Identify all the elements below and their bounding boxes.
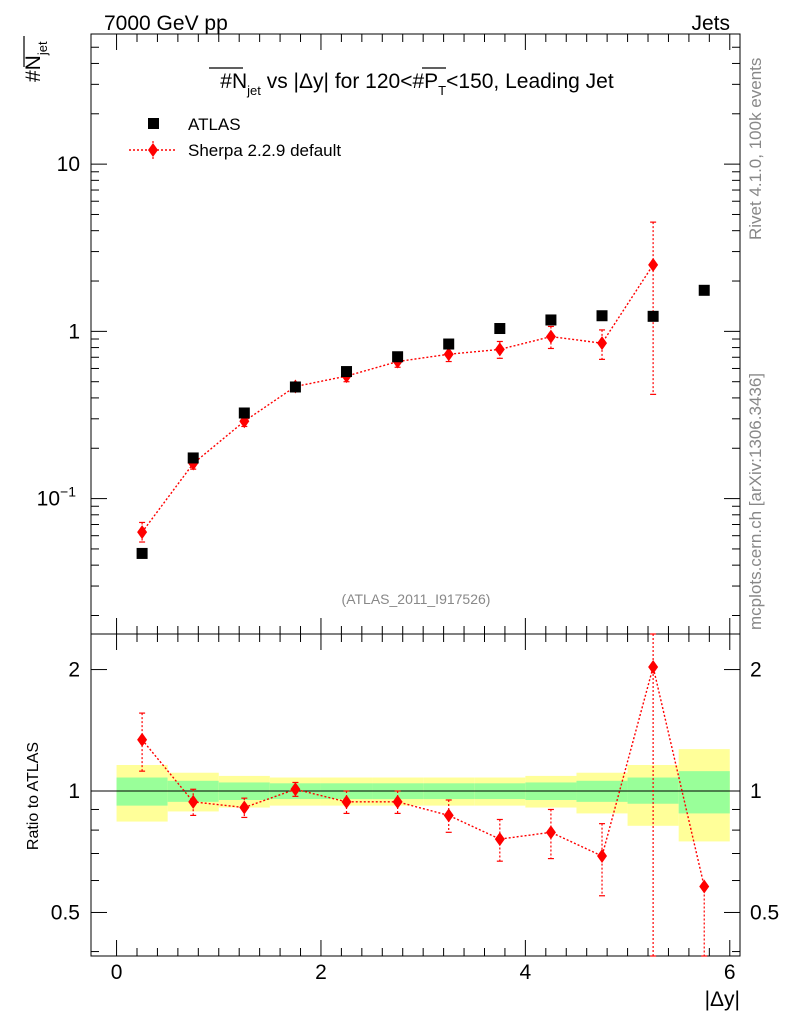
ylabel-sub: jet [35, 41, 50, 56]
atlas-point [647, 310, 659, 322]
sherpa-line [141, 264, 654, 533]
svg-text:#Njet: #Njet [22, 41, 50, 82]
legend-atlas-label: ATLAS [188, 115, 241, 134]
sherpa-point [494, 342, 505, 357]
header-left: 7000 GeV pp [104, 12, 228, 35]
atlas-point [289, 381, 301, 393]
atlas-point [443, 338, 455, 350]
legend-sherpa-marker [148, 143, 158, 157]
ratio-band-inner [678, 771, 730, 814]
sherpa-point [443, 347, 454, 362]
ratio-point [341, 794, 352, 809]
ratio-xtick-label: 2 [315, 961, 327, 984]
atlas-point [494, 323, 506, 335]
atlas-point [187, 452, 199, 464]
ratio-ytick-label-left: 2 [68, 659, 80, 682]
title-sub2: T [438, 83, 446, 98]
ratio-xtick-label: 4 [520, 961, 532, 984]
ratio-ylabel: Ratio to ATLAS [25, 742, 42, 850]
title-sub1: jet [246, 83, 261, 98]
header-right: Jets [691, 12, 730, 35]
ratio-point [699, 879, 710, 894]
atlas-point [238, 407, 250, 419]
ratio-xtick-label: 0 [111, 961, 123, 984]
xlabel: |Δy| [705, 988, 740, 1011]
title-prefix: #N [220, 70, 247, 93]
analysis-watermark: (ATLAS_2011_I917526) [342, 591, 491, 607]
main-ticks: 10 1 10−1 [37, 33, 740, 634]
sherpa-point [137, 525, 148, 540]
title-suffix: <150, Leading Jet [446, 70, 614, 93]
ratio-point [137, 732, 148, 747]
ratio-point [597, 849, 608, 864]
ratio-point [188, 794, 199, 809]
ratio-plot-frame [90, 633, 741, 957]
ratio-point [545, 825, 556, 840]
sherpa-point [648, 257, 659, 272]
main-ylabel: #Njet [22, 36, 50, 82]
ratio-point [494, 832, 505, 847]
ratio-ytick-label-right: 0.5 [750, 901, 779, 924]
legend-atlas-marker [148, 118, 159, 129]
ratio-line [141, 666, 705, 887]
ratio-ytick-label-left: 1 [68, 780, 80, 803]
ratio-ytick-label-right: 1 [750, 780, 762, 803]
ylabel-main: #N [22, 55, 45, 82]
atlas-point [698, 284, 710, 296]
ratio-point [392, 794, 403, 809]
ratio-point [443, 808, 454, 823]
rivet-label: Rivet 4.1.0, 100k events [746, 58, 765, 240]
ratio-ytick-label-right: 2 [750, 659, 762, 682]
atlas-point [596, 310, 608, 322]
ratio-points [137, 633, 710, 957]
ratio-point [239, 800, 250, 815]
ratio-point [648, 659, 659, 674]
ratio-band-inner [116, 777, 168, 806]
atlas-point [136, 547, 148, 559]
ratio-ytick-label-left: 0.5 [51, 901, 80, 924]
main-plot-title: #Njet vs |Δy| for 120<#PT<150, Leading J… [220, 70, 614, 98]
sherpa-point [545, 329, 556, 344]
title-mid: vs |Δy| for 120<#P [261, 70, 438, 93]
legend-sherpa-label: Sherpa 2.2.9 default [188, 141, 341, 160]
ratio-point [290, 782, 301, 797]
main-ytick-label: 10 [57, 153, 80, 176]
sherpa-point [597, 336, 608, 351]
ratio-xtick-label: 6 [724, 961, 736, 984]
main-ytick-label: 10−1 [37, 484, 77, 511]
main-points [136, 221, 710, 559]
atlas-point [545, 314, 557, 326]
main-ytick-label: 1 [68, 320, 80, 343]
ratio-ticks: 2 2 1 1 0.5 0.5 0 2 4 6 [51, 634, 779, 984]
mcplots-label: mcplots.cern.ch [arXiv:1306.3436] [746, 373, 765, 630]
atlas-point [341, 366, 353, 378]
atlas-point [392, 351, 404, 363]
